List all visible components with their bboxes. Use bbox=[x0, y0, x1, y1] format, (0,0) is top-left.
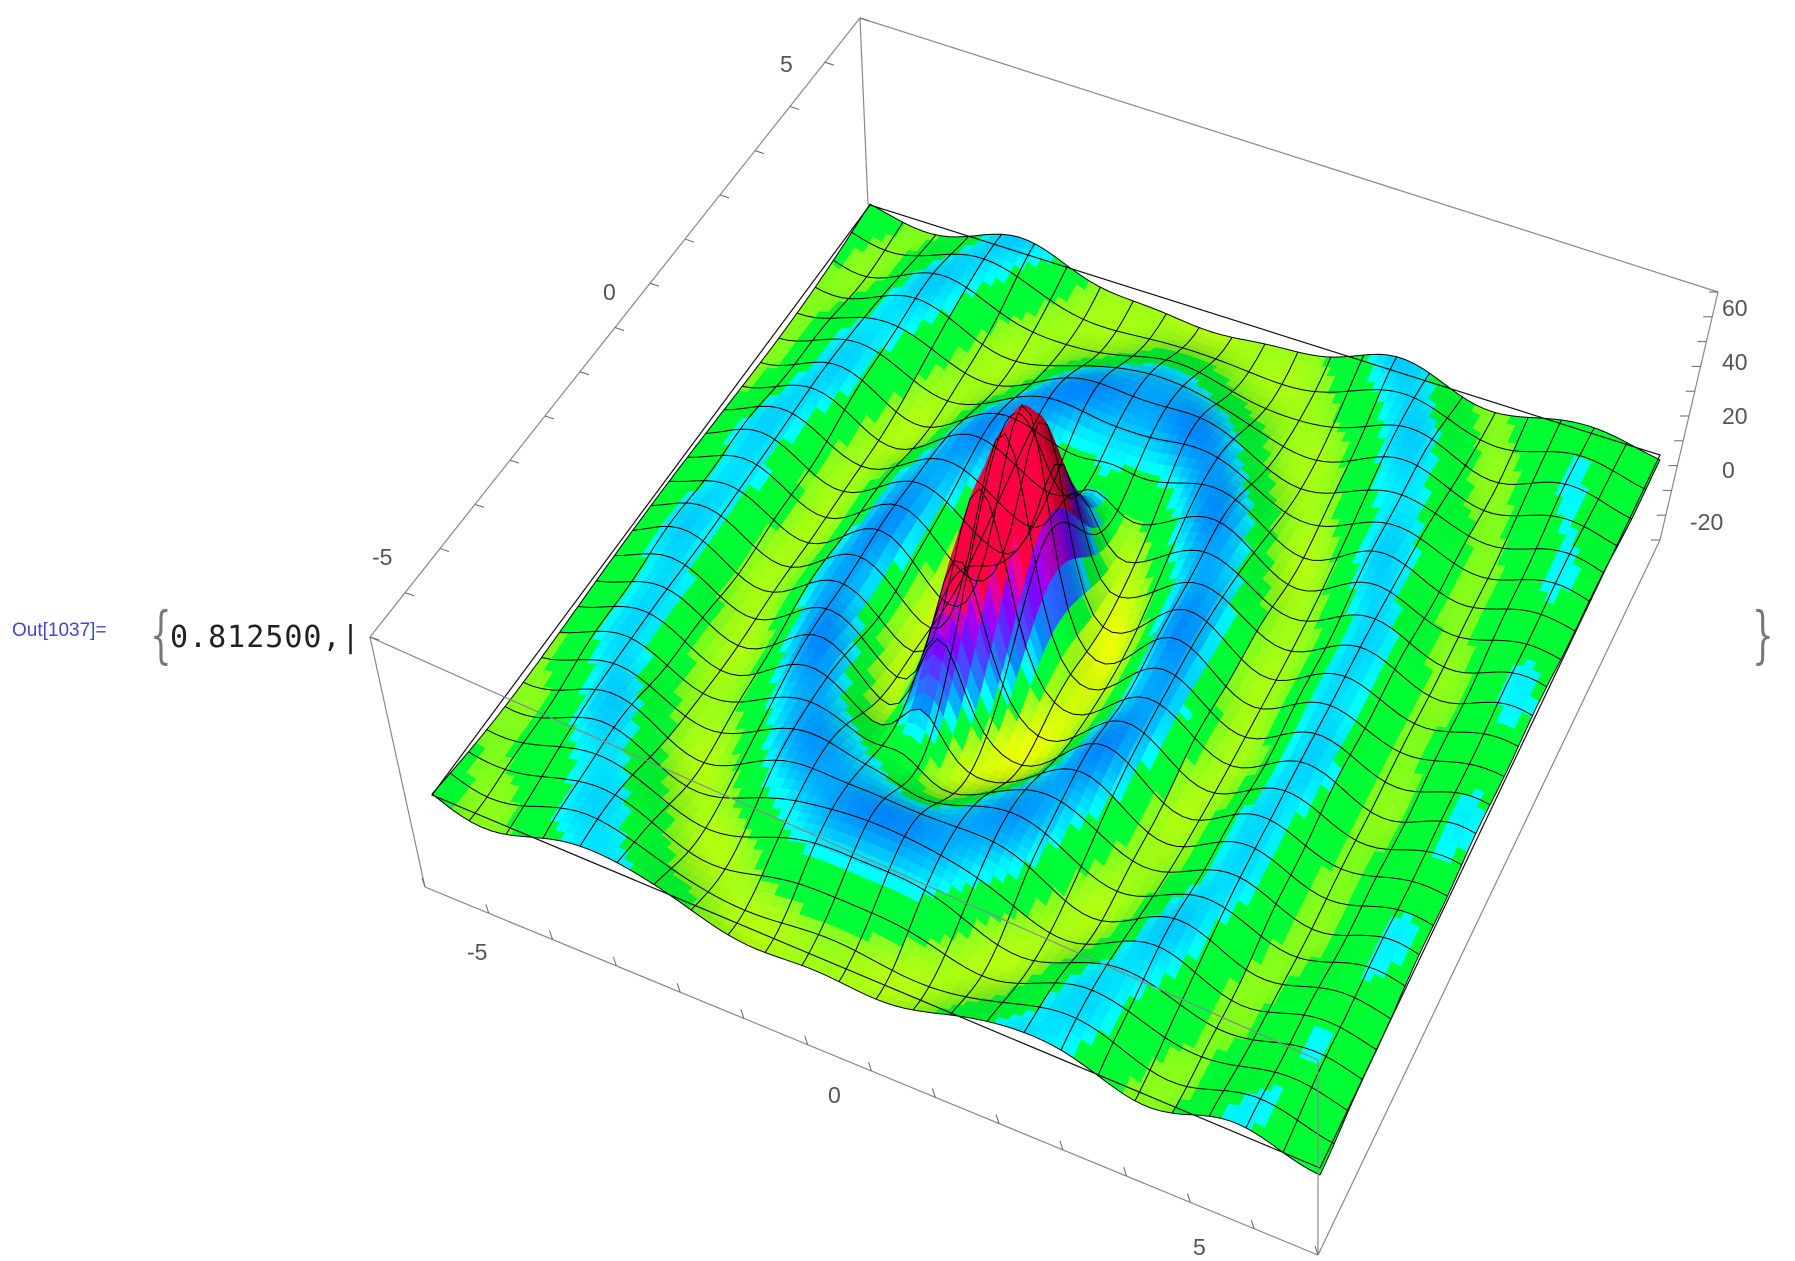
box-edge bbox=[859, 17, 1719, 293]
box-edge bbox=[859, 17, 869, 206]
surface bbox=[431, 203, 1661, 1176]
